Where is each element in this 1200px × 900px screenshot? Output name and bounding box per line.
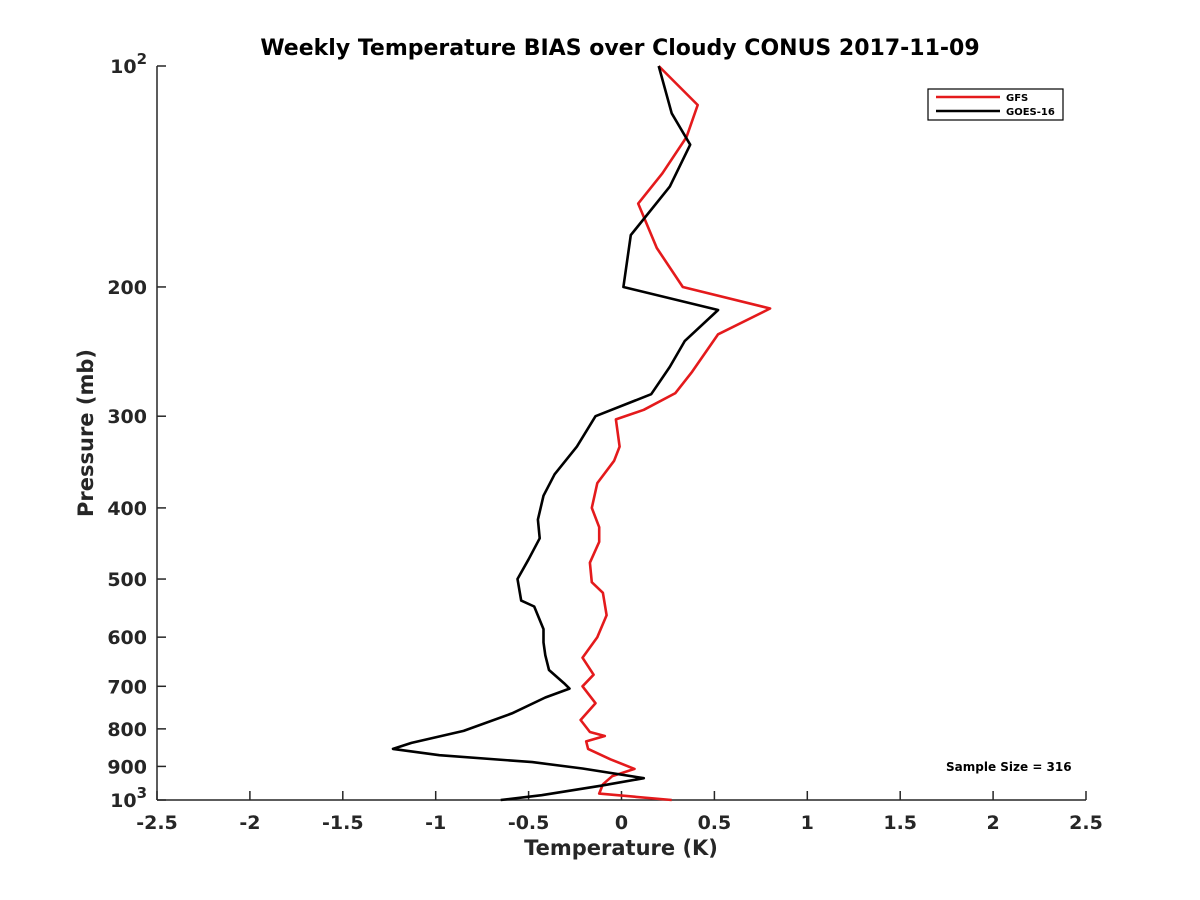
- x-tick-label: 2: [986, 812, 999, 834]
- series-line-gfs: [579, 65, 772, 802]
- series-layer: [391, 65, 772, 802]
- y-tick-label: 600: [107, 627, 147, 649]
- y-tick-label: 800: [107, 719, 147, 741]
- legend-box: [927, 88, 1064, 121]
- x-tick-label: 0: [615, 812, 628, 834]
- y-tick-label: 102: [110, 50, 147, 78]
- y-tick-label: 500: [107, 569, 147, 591]
- legend: GFS GOES-16: [927, 88, 1064, 121]
- y-tick-label: 400: [107, 498, 147, 520]
- x-tick-label: -1.5: [322, 812, 364, 834]
- y-axis-ticks: 102 200 300 400 500 600 700 800 900 103: [107, 50, 166, 812]
- x-tick-label: 2.5: [1069, 812, 1103, 834]
- y-tick-label: 900: [107, 756, 147, 778]
- y-tick-label: 300: [107, 406, 147, 428]
- chart-title: Weekly Temperature BIAS over Cloudy CONU…: [260, 36, 979, 61]
- x-tick-label: -2: [239, 812, 260, 834]
- x-axis-title: Temperature (K): [524, 836, 718, 860]
- y-axis-title: Pressure (mb): [74, 349, 98, 517]
- x-tick-label: -0.5: [508, 812, 550, 834]
- x-tick-label: 0.5: [698, 812, 732, 834]
- legend-label-gfs: GFS: [1006, 93, 1028, 104]
- x-tick-label: -1: [425, 812, 446, 834]
- y-tick-label: 103: [110, 784, 147, 812]
- series-line-goes-16: [391, 65, 720, 802]
- x-tick-label: -2.5: [136, 812, 178, 834]
- y-tick-label: 200: [107, 277, 147, 299]
- sample-size-annotation: Sample Size = 316: [946, 760, 1072, 774]
- legend-label-goes-16: GOES-16: [1006, 107, 1055, 118]
- x-tick-label: 1.5: [883, 812, 917, 834]
- x-tick-label: 1: [801, 812, 814, 834]
- y-tick-label: 700: [107, 676, 147, 698]
- x-axis-ticks: -2.5 -2 -1.5 -1 -0.5 0 0.5 1 1.5 2 2.5: [136, 791, 1103, 834]
